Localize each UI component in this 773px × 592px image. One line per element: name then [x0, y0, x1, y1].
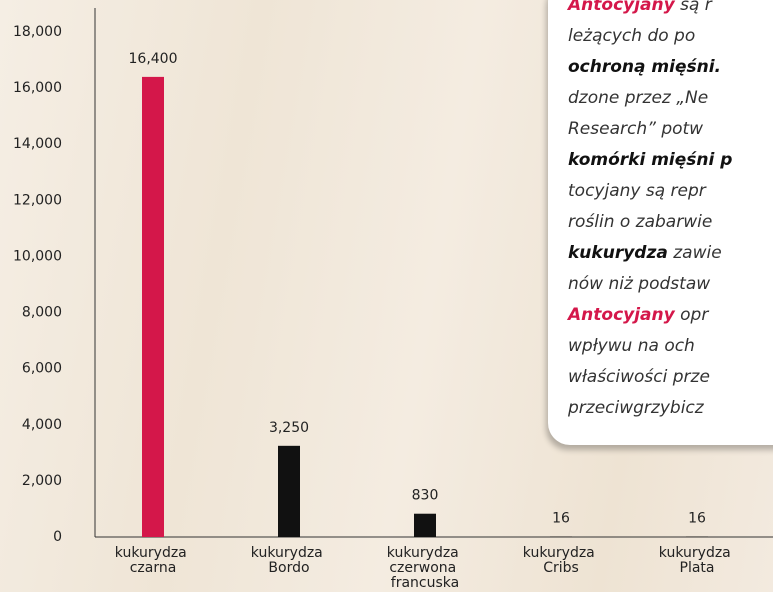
text-box: Antocyjany są r leżących do po ochroną mię… — [548, 0, 773, 445]
text-segment: opr — [674, 305, 709, 325]
y-tick-label: 2,000 — [22, 473, 62, 489]
x-tick-label: kukurydza Plata — [659, 545, 735, 576]
text-segment: przeciwgrzybicz — [568, 398, 704, 418]
y-tick-label: 16,000 — [13, 80, 62, 96]
text-segment: ochroną mięśni. — [568, 57, 721, 77]
y-tick-label: 12,000 — [13, 192, 62, 208]
text-segment: Antocyjany — [568, 0, 675, 15]
bar — [142, 76, 164, 537]
text-segment: Research” potw — [568, 119, 704, 139]
value-label: 16 — [688, 511, 706, 527]
text-segment: komórki mięśni p — [568, 150, 733, 170]
text-line: Antocyjany są r — [568, 0, 712, 15]
text-segment: wpływu na och — [568, 336, 695, 356]
value-label: 3,250 — [269, 420, 309, 436]
x-tick-label-line: Cribs — [543, 560, 579, 576]
x-tick-label: kukurydza czerwona francuska — [387, 545, 463, 591]
text-segment: zawie — [667, 243, 722, 263]
text-segment: leżących do po — [568, 26, 696, 46]
x-tick-label-line: kukurydza — [659, 545, 735, 561]
text-line: wpływu na och — [568, 336, 695, 356]
text-line: Research” potw — [568, 119, 703, 139]
value-label: 830 — [412, 488, 439, 504]
text-line: tocyjany są repr — [568, 181, 706, 201]
text-line: nów niż podstaw — [568, 274, 710, 294]
x-tick-label-line: czarna — [130, 560, 177, 576]
text-segment: tocyjany są repr — [568, 181, 706, 201]
x-tick-label-line: czerwona — [389, 560, 460, 576]
text-segment: dzone przez „Ne — [568, 88, 709, 108]
text-line: roślin o zabarwie — [568, 212, 712, 232]
x-tick-label: kukurydza czarna — [115, 545, 191, 576]
text-segment: roślin o zabarwie — [568, 212, 713, 232]
bar — [414, 513, 436, 537]
text-segment: kukurydza — [568, 243, 668, 263]
x-tick-label: kukurydza Bordo — [251, 545, 327, 576]
text-line: właściwości prze — [568, 367, 710, 387]
x-tick-label-line: francuska — [391, 575, 459, 591]
text-line: ochroną mięśni. — [568, 57, 721, 77]
text-line: dzone przez „Ne — [568, 88, 708, 108]
y-tick-label: 4,000 — [22, 417, 62, 433]
y-tick-label: 10,000 — [13, 248, 62, 264]
text-line: przeciwgrzybicz — [568, 398, 704, 418]
text-segment: nów niż podstaw — [568, 274, 711, 294]
x-tick-label-line: kukurydza — [523, 545, 599, 561]
text-segment: właściwości prze — [568, 367, 710, 387]
text-line: kukurydza zawie — [568, 243, 722, 263]
x-tick-label-line: kukurydza — [251, 545, 327, 561]
x-tick-label-line: kukurydza — [115, 545, 191, 561]
value-label: 16 — [552, 511, 570, 527]
y-tick-label: 14,000 — [13, 136, 62, 152]
text-line: komórki mięśni p — [568, 150, 732, 170]
bar — [278, 445, 300, 537]
y-tick-label: 6,000 — [22, 361, 62, 377]
text-line: Antocyjany opr — [568, 305, 708, 325]
text-line: leżących do po — [568, 26, 695, 46]
value-label: 16,400 — [129, 51, 178, 67]
x-tick-label-line: kukurydza — [387, 545, 463, 561]
y-tick-label: 0 — [53, 529, 62, 545]
text-segment: są r — [674, 0, 712, 15]
x-tick-label: kukurydza Cribs — [523, 545, 599, 576]
text-segment: Antocyjany — [568, 305, 675, 325]
x-tick-label-line: Plata — [680, 560, 715, 576]
y-tick-label: 8,000 — [22, 305, 62, 321]
y-tick-label: 18,000 — [13, 24, 62, 40]
x-tick-label-line: Bordo — [268, 560, 309, 576]
